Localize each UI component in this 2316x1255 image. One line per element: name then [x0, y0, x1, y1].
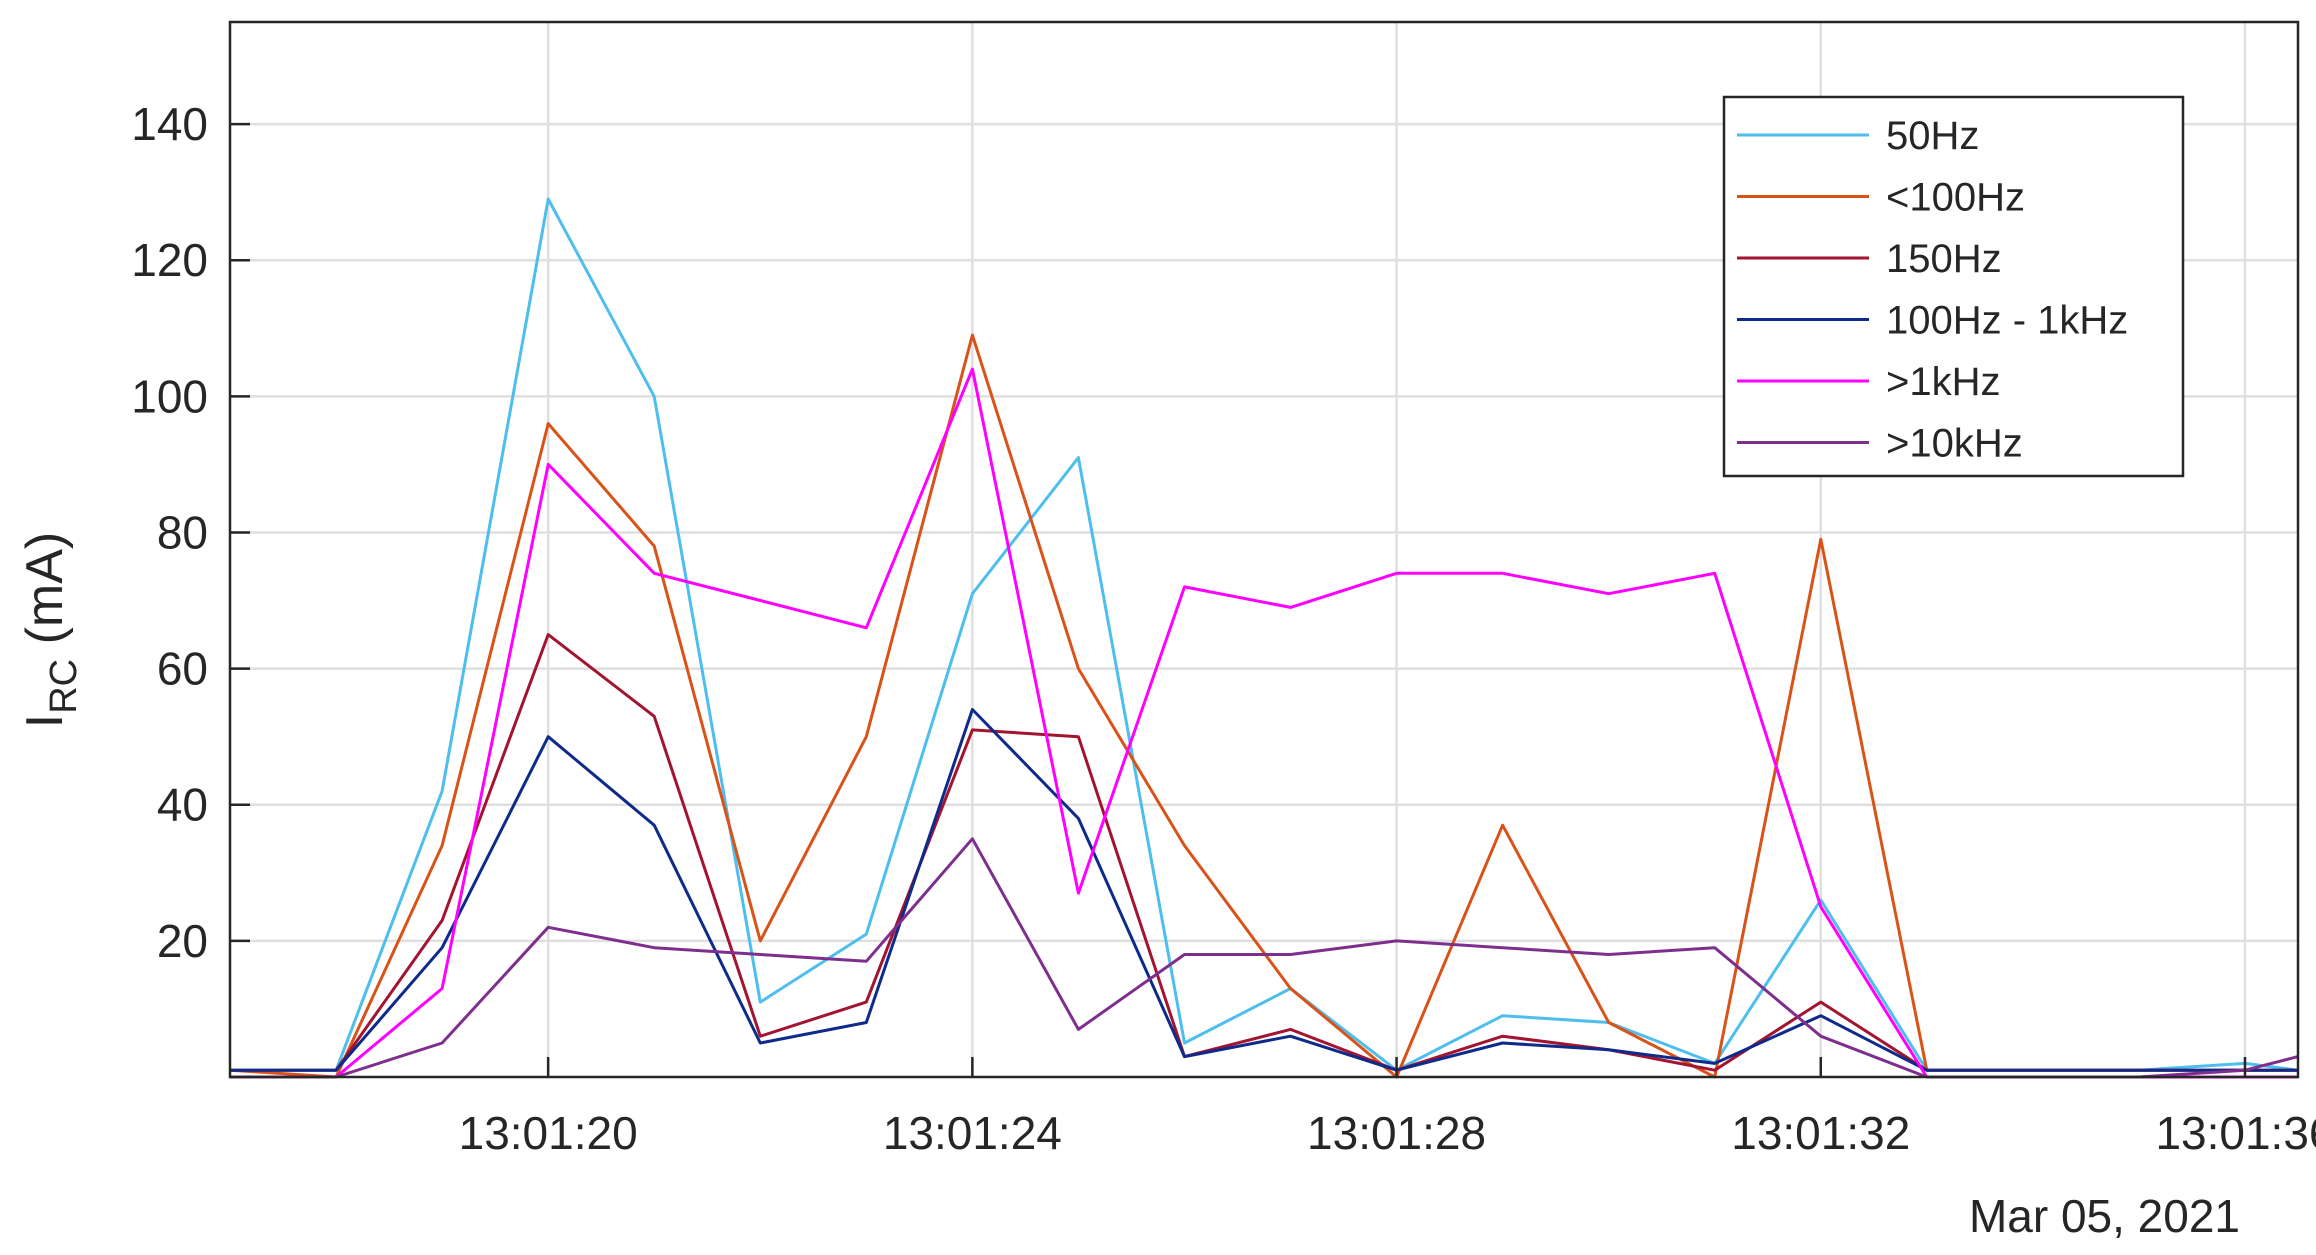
axis-ticks: 13:01:20 13:01:24 13:01:28 13:01:32 13:01:36… — [131, 98, 2316, 1159]
x-tick-label: 13:01:20 — [459, 1107, 638, 1159]
legend-label: >1kHz — [1886, 360, 2001, 404]
y-tick-label: 120 — [131, 234, 208, 286]
legend-box — [1722, 95, 2185, 478]
x-tick-label: 13:01:24 — [883, 1107, 1062, 1159]
legend-label: 100Hz - 1kHz — [1886, 299, 2128, 343]
plot-frame — [228, 20, 2300, 1079]
series-lines — [229, 197, 2299, 1079]
y-tick-label: 100 — [131, 370, 208, 422]
legend-label: 150Hz — [1886, 237, 2002, 281]
y-axis-label: IRC (mA) — [16, 532, 85, 728]
x-tick-label: 13:01:36 — [2155, 1107, 2316, 1159]
legend-label: <100Hz — [1886, 176, 2025, 220]
y-tick-label: 40 — [157, 779, 208, 831]
y-tick-label: 80 — [157, 506, 208, 558]
legend-label: >10kHz — [1886, 422, 2023, 466]
legend: 50Hz <100Hz 150Hz 100Hz - 1kHz >1kHz >10kHz — [1722, 95, 2185, 478]
x-tick-label: 13:01:32 — [1731, 1107, 1910, 1159]
series-line — [230, 708, 2298, 1072]
y-tick-label: 140 — [131, 98, 208, 150]
y-tick-label: 60 — [157, 643, 208, 695]
y-tick-label: 20 — [157, 915, 208, 967]
legend-label: 50Hz — [1886, 114, 1979, 158]
series-line — [230, 633, 2298, 1072]
date-label: Mar 05, 2021 — [1969, 1190, 2240, 1242]
x-tick-label: 13:01:28 — [1307, 1107, 1486, 1159]
